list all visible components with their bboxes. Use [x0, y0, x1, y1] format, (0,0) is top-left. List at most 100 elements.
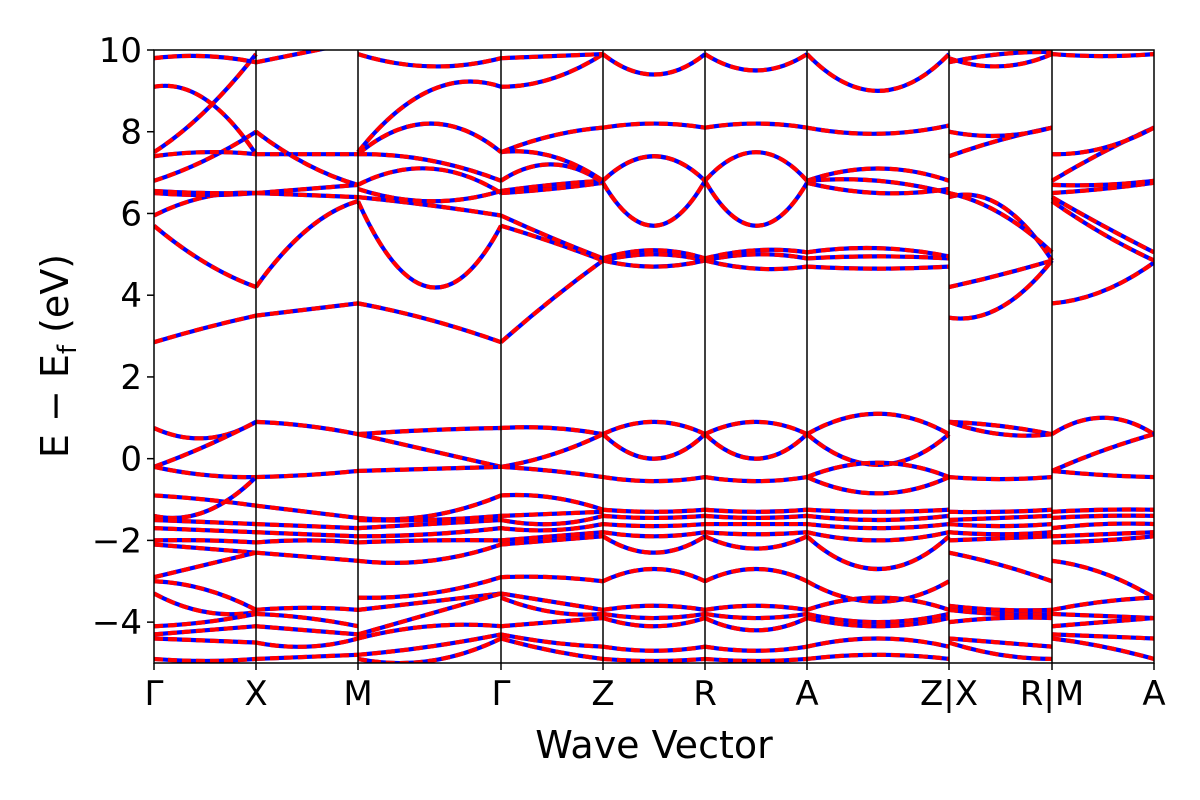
band-line-red	[1051, 615, 1154, 629]
band-line-blue	[1051, 558, 1154, 600]
x-tick-label: A	[1142, 674, 1165, 714]
band-line-blue	[703, 52, 809, 73]
x-tick-label: X	[244, 674, 267, 714]
band-line-red	[704, 258, 808, 272]
bands-layer	[154, 50, 1154, 663]
band-line-blue	[154, 550, 257, 580]
band-line-red	[601, 52, 707, 77]
x-axis-title: Wave Vector	[535, 723, 773, 767]
band-line-red	[806, 460, 950, 480]
y-axis-title: E − Ef (eV)	[33, 254, 83, 458]
band-line-red	[1051, 521, 1154, 531]
band-line-red	[704, 603, 808, 612]
y-tick-label: −2	[92, 521, 142, 561]
band-line-red	[255, 538, 359, 545]
band-line-red	[500, 521, 604, 533]
band-line-red	[602, 258, 706, 269]
band-line-red	[357, 464, 502, 474]
band-line-blue	[500, 52, 605, 89]
band-line-red	[806, 264, 950, 271]
band-line-red	[154, 149, 257, 159]
band-line-blue	[704, 419, 808, 437]
x-tick-label: R|M	[1020, 674, 1084, 714]
band-line-red	[602, 121, 706, 130]
band-line-red	[357, 636, 502, 663]
band-line-red	[806, 616, 950, 629]
band-line-red	[357, 591, 502, 612]
band-line-red	[357, 517, 502, 531]
band-line-blue	[1051, 432, 1154, 473]
band-line-red	[1050, 199, 1154, 263]
band-line-red	[601, 154, 707, 183]
band-line-red	[704, 644, 808, 653]
band-line-blue	[154, 313, 257, 345]
band-line-red	[500, 125, 604, 155]
band-line-red	[703, 179, 809, 228]
y-axis-title-subscript: f	[53, 344, 83, 354]
band-line-red	[602, 656, 706, 663]
band-line-red	[500, 425, 604, 437]
band-line-red	[704, 507, 808, 514]
band-line-red	[154, 636, 257, 645]
band-line-red	[602, 507, 706, 514]
band-line-red	[602, 252, 706, 263]
band-line-red	[805, 411, 951, 436]
y-axis-title-unit: (eV)	[33, 254, 77, 345]
band-line-blue	[254, 199, 359, 289]
band-line-blue	[805, 411, 951, 436]
y-tick-label: 0	[120, 440, 142, 480]
band-line-red	[1051, 51, 1154, 59]
band-line-blue	[154, 83, 258, 156]
band-line-red	[806, 177, 950, 196]
x-tick-label: Γ	[492, 674, 511, 714]
band-line-red	[805, 579, 951, 604]
band-line-red	[500, 530, 604, 543]
band-line-red	[948, 603, 1053, 613]
band-line-red	[154, 579, 257, 612]
band-line-red	[154, 188, 257, 196]
band-line-red	[1050, 195, 1154, 255]
band-line-red	[948, 521, 1053, 529]
band-line-blue	[254, 130, 359, 187]
x-axis: Γ X M Γ Z R A Z|X R|M A	[145, 663, 1166, 714]
y-tick-label: 10	[99, 31, 142, 71]
band-line-red	[948, 534, 1053, 543]
band-line-blue	[500, 492, 604, 512]
band-line-blue	[154, 52, 258, 154]
band-line-red	[255, 605, 359, 612]
band-line-red	[255, 419, 359, 437]
band-line-blue	[948, 550, 1053, 584]
band-line-red	[154, 475, 258, 521]
band-line-red	[948, 419, 1053, 437]
band-line-red	[602, 644, 706, 653]
x-tick-label: M	[343, 674, 372, 714]
band-line-red	[500, 178, 604, 194]
band-line-blue	[154, 591, 257, 617]
y-tick-label: −4	[92, 603, 142, 643]
band-line-red	[806, 652, 950, 661]
band-line-blue	[948, 192, 1054, 262]
band-line-red	[806, 513, 950, 523]
band-line-red	[703, 150, 809, 183]
band-line-blue	[948, 419, 1053, 438]
band-line-red	[601, 179, 707, 228]
band-line-red	[357, 538, 502, 545]
band-line-blue	[704, 567, 808, 584]
band-line-red	[602, 616, 706, 629]
band-line-red	[1051, 558, 1154, 600]
band-line-red	[805, 534, 951, 572]
y-tick-label: 2	[120, 358, 142, 398]
band-line-red	[1051, 636, 1154, 661]
band-line-red	[357, 432, 502, 469]
band-line-blue	[601, 534, 707, 555]
band-line-red	[948, 513, 1053, 523]
band-line-red	[500, 574, 604, 584]
band-line-red	[948, 125, 1053, 139]
band-line-red	[254, 130, 359, 187]
band-line-red	[806, 475, 950, 496]
band-line-red	[948, 507, 1053, 515]
band-line-red	[602, 530, 706, 539]
band-line-red	[154, 420, 257, 469]
band-line-red	[703, 432, 809, 461]
band-line-blue	[1051, 125, 1154, 157]
